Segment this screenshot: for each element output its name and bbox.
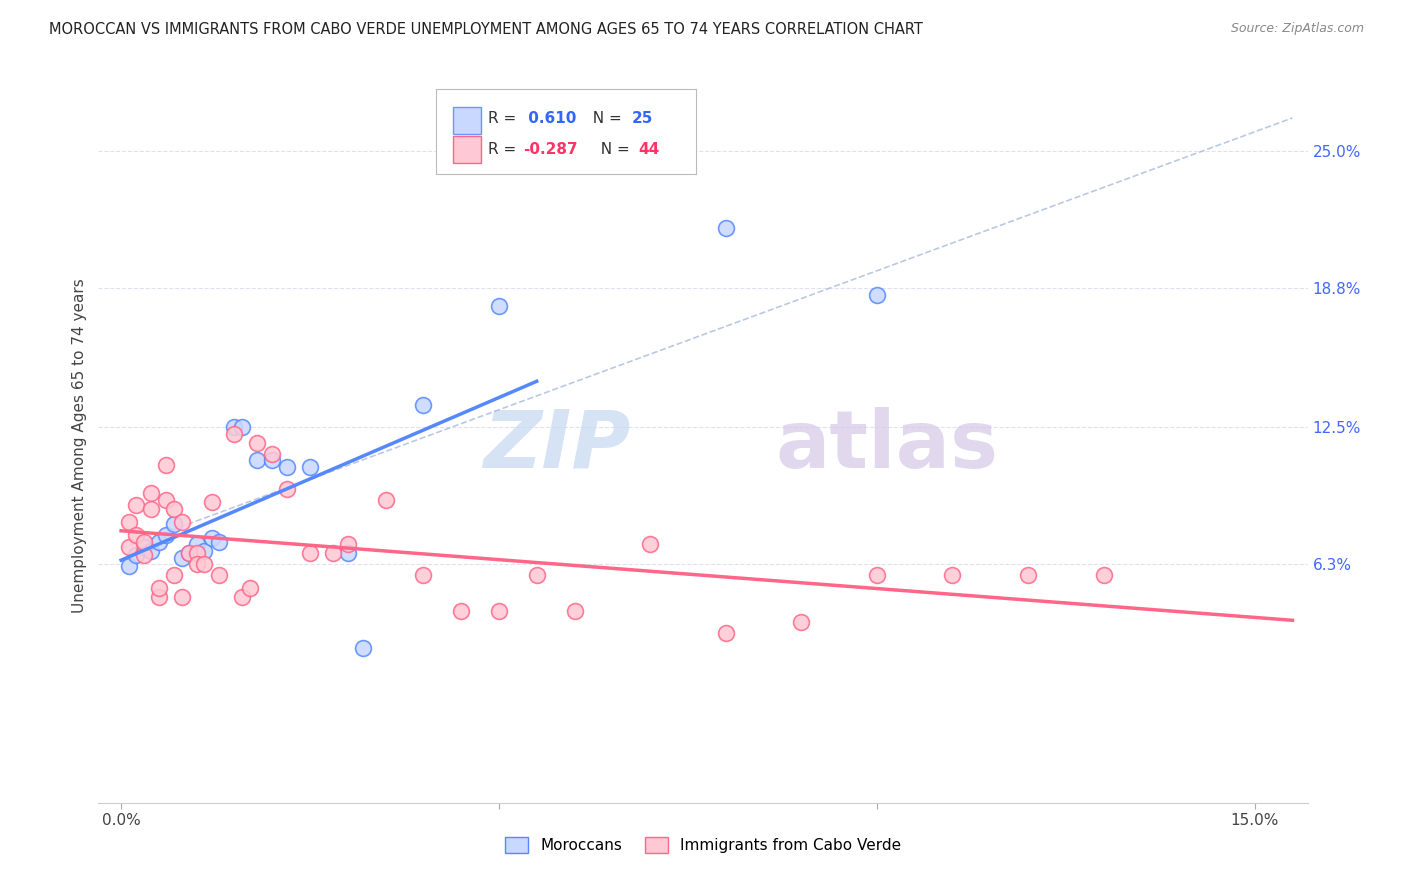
Point bbox=[125, 528, 148, 542]
Point bbox=[714, 221, 737, 235]
Point bbox=[941, 568, 963, 582]
Text: 0.610: 0.610 bbox=[523, 112, 576, 126]
Point bbox=[299, 460, 322, 475]
Point bbox=[193, 558, 215, 572]
Text: N =: N = bbox=[591, 143, 634, 157]
Point bbox=[488, 604, 510, 618]
Point bbox=[141, 486, 163, 500]
Point bbox=[262, 447, 284, 461]
Text: -0.287: -0.287 bbox=[523, 143, 578, 157]
Point bbox=[246, 435, 269, 450]
Point bbox=[155, 528, 177, 542]
Point bbox=[132, 549, 155, 563]
Point bbox=[186, 558, 208, 572]
Point bbox=[163, 517, 186, 532]
Point bbox=[148, 582, 170, 596]
Point bbox=[141, 502, 163, 516]
Point bbox=[163, 568, 186, 582]
Point bbox=[866, 568, 889, 582]
Point bbox=[155, 458, 177, 472]
Text: N =: N = bbox=[583, 112, 627, 126]
Text: ZIP: ZIP bbox=[484, 407, 630, 485]
Point bbox=[201, 531, 224, 545]
Point bbox=[170, 515, 193, 529]
Point bbox=[412, 398, 434, 412]
Point bbox=[132, 540, 155, 554]
Point bbox=[231, 591, 253, 605]
Point bbox=[224, 426, 246, 441]
Point bbox=[148, 535, 170, 549]
Point bbox=[1092, 568, 1115, 582]
Point bbox=[186, 537, 208, 551]
Point bbox=[148, 591, 170, 605]
Point bbox=[374, 493, 396, 508]
Point bbox=[638, 537, 661, 551]
Point bbox=[224, 420, 246, 434]
Point bbox=[208, 568, 231, 582]
Text: MOROCCAN VS IMMIGRANTS FROM CABO VERDE UNEMPLOYMENT AMONG AGES 65 TO 74 YEARS CO: MOROCCAN VS IMMIGRANTS FROM CABO VERDE U… bbox=[49, 22, 924, 37]
Point bbox=[141, 544, 163, 558]
Point bbox=[125, 549, 148, 563]
Text: Source: ZipAtlas.com: Source: ZipAtlas.com bbox=[1230, 22, 1364, 36]
Point bbox=[170, 591, 193, 605]
Point bbox=[262, 453, 284, 467]
Point bbox=[276, 460, 298, 475]
Point bbox=[193, 544, 215, 558]
Point bbox=[352, 641, 374, 656]
Point bbox=[155, 493, 177, 508]
Point bbox=[208, 535, 231, 549]
Point bbox=[1017, 568, 1039, 582]
Point bbox=[118, 559, 141, 574]
Point bbox=[186, 546, 208, 560]
Point bbox=[526, 568, 548, 582]
Point bbox=[118, 515, 141, 529]
Point bbox=[450, 604, 472, 618]
Y-axis label: Unemployment Among Ages 65 to 74 years: Unemployment Among Ages 65 to 74 years bbox=[72, 278, 87, 614]
Point bbox=[179, 546, 201, 560]
Point bbox=[125, 498, 148, 512]
Text: R =: R = bbox=[488, 143, 522, 157]
Text: atlas: atlas bbox=[776, 407, 998, 485]
Point bbox=[322, 546, 344, 560]
Point bbox=[276, 482, 298, 496]
Point bbox=[239, 582, 262, 596]
Point bbox=[790, 615, 813, 629]
Point bbox=[231, 420, 253, 434]
Point bbox=[336, 546, 359, 560]
Legend: Moroccans, Immigrants from Cabo Verde: Moroccans, Immigrants from Cabo Verde bbox=[499, 831, 907, 859]
Point bbox=[118, 540, 141, 554]
Point bbox=[488, 299, 510, 313]
Point bbox=[246, 453, 269, 467]
Text: 25: 25 bbox=[631, 112, 652, 126]
Point bbox=[714, 625, 737, 640]
Point bbox=[866, 287, 889, 301]
Point bbox=[299, 546, 322, 560]
Point bbox=[412, 568, 434, 582]
Point bbox=[170, 550, 193, 565]
Text: R =: R = bbox=[488, 112, 522, 126]
Point bbox=[132, 535, 155, 549]
Text: 44: 44 bbox=[638, 143, 659, 157]
Point bbox=[201, 495, 224, 509]
Point bbox=[564, 604, 586, 618]
Point bbox=[163, 502, 186, 516]
Point bbox=[336, 537, 359, 551]
Point bbox=[179, 546, 201, 560]
